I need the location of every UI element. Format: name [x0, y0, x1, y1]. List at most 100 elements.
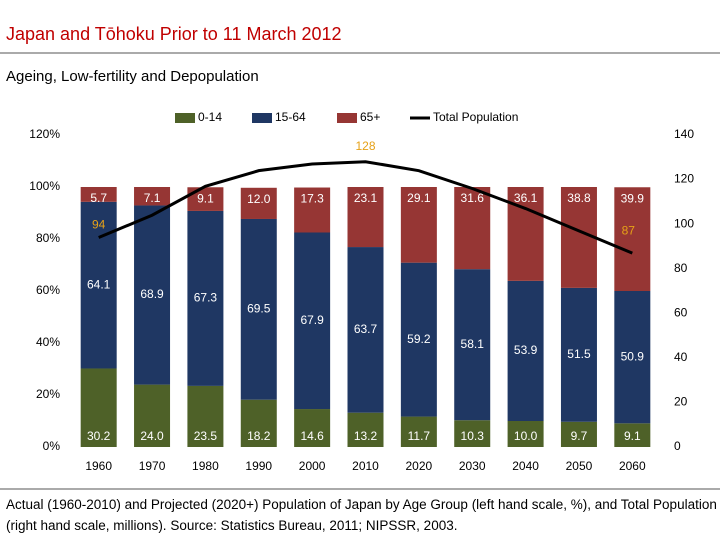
bar-segment	[454, 269, 491, 421]
data-label: 38.8	[567, 191, 591, 205]
data-label: 23.1	[354, 191, 378, 205]
legend-label: 15-64	[275, 110, 306, 124]
data-label: 11.7	[408, 429, 431, 443]
bar-segment	[560, 287, 597, 422]
bar-segment	[240, 218, 277, 400]
data-label: 69.5	[247, 302, 271, 316]
y-tick-label: 100%	[29, 179, 60, 193]
x-tick-label: 1960	[85, 459, 112, 473]
x-tick-label: 2030	[459, 459, 486, 473]
bar-segment	[614, 187, 651, 291]
data-label: 14.6	[300, 429, 324, 443]
x-tick-label: 2010	[352, 459, 379, 473]
y2-tick-label: 0	[674, 439, 681, 453]
caption: Actual (1960-2010) and Projected (2020+)…	[6, 497, 717, 533]
bar-segment	[187, 187, 224, 211]
bar-segment	[187, 385, 224, 447]
x-tick-label: 2040	[512, 459, 539, 473]
bar-segment	[134, 384, 171, 447]
data-label: 18.2	[247, 429, 271, 443]
y-tick-label: 0%	[43, 439, 61, 453]
bar-segment	[347, 412, 384, 447]
bar-segment	[454, 187, 491, 270]
bar-segment	[294, 409, 331, 447]
y2-tick-label: 80	[674, 261, 688, 275]
bar-segment	[400, 262, 437, 417]
data-label: 64.1	[87, 277, 111, 291]
x-tick-label: 1970	[139, 459, 166, 473]
y2-tick-label: 120	[674, 172, 694, 186]
legend-swatch	[252, 113, 272, 123]
chart: Japan and Tōhoku Prior to 11 March 2012 …	[0, 24, 720, 490]
bar-segment	[80, 187, 117, 202]
bar-segment	[614, 291, 651, 424]
y-tick-label: 60%	[36, 283, 60, 297]
data-label: 39.9	[621, 191, 645, 205]
y-tick-label: 40%	[36, 335, 60, 349]
bar-segment	[614, 423, 651, 447]
data-label: 67.3	[194, 291, 218, 305]
bar-segment	[560, 421, 597, 447]
data-label: 7.1	[144, 191, 161, 205]
x-tick-label: 2000	[299, 459, 326, 473]
subtitle: Ageing, Low-fertility and Depopulation	[6, 68, 259, 85]
data-label: 24.0	[140, 429, 164, 443]
data-label: 36.1	[514, 191, 538, 205]
y2-tick-label: 60	[674, 305, 688, 319]
data-label: 31.6	[461, 191, 485, 205]
data-label: 10.0	[514, 429, 538, 443]
line-label: 94	[92, 218, 106, 232]
y-tick-label: 120%	[29, 127, 60, 141]
legend-label: 0-14	[198, 110, 222, 124]
data-label: 67.9	[300, 313, 324, 327]
bar-segment	[80, 201, 117, 369]
y2-tick-label: 20	[674, 395, 688, 409]
y2-tick-label: 140	[674, 127, 694, 141]
line-label: 128	[355, 139, 375, 153]
data-label: 10.3	[461, 429, 485, 443]
data-label: 59.2	[407, 332, 431, 346]
data-label: 17.3	[300, 192, 324, 206]
x-tick-label: 1990	[245, 459, 272, 473]
data-label: 9.1	[197, 191, 214, 205]
data-label: 51.5	[567, 347, 591, 361]
data-label: 12.0	[247, 192, 271, 206]
y-tick-label: 20%	[36, 387, 60, 401]
bar-segment	[294, 232, 331, 410]
line-label: 87	[622, 223, 636, 237]
y-tick-label: 80%	[36, 231, 60, 245]
data-label: 53.9	[514, 343, 538, 357]
data-label: 58.1	[461, 337, 485, 351]
bar-segment	[507, 421, 544, 447]
bar-segment	[347, 187, 384, 248]
bar-segment	[134, 205, 171, 385]
data-label: 30.2	[87, 429, 111, 443]
y2-tick-label: 40	[674, 350, 688, 364]
slide-title: Japan and Tōhoku Prior to 11 March 2012	[6, 24, 342, 44]
data-label: 9.1	[624, 429, 641, 443]
legend-swatch	[337, 113, 357, 123]
bar-segment	[507, 280, 544, 421]
x-tick-label: 2060	[619, 459, 646, 473]
bar-segment	[240, 399, 277, 447]
data-label: 68.9	[140, 287, 164, 301]
bar-segment	[187, 210, 224, 386]
bar-segment	[80, 368, 117, 447]
data-label: 50.9	[621, 349, 645, 363]
legend-label: Total Population	[433, 110, 518, 124]
data-label: 63.7	[354, 322, 378, 336]
bar-segment	[294, 187, 331, 233]
bar-segment	[134, 187, 171, 206]
bar-segment	[347, 247, 384, 413]
y2-tick-label: 100	[674, 216, 694, 230]
x-tick-label: 1980	[192, 459, 219, 473]
data-label: 5.7	[90, 191, 107, 205]
data-label: 13.2	[354, 429, 378, 443]
data-label: 29.1	[407, 191, 431, 205]
x-tick-label: 2050	[566, 459, 593, 473]
legend-label: 65+	[360, 110, 380, 124]
population-line	[98, 160, 633, 255]
data-label: 23.5	[194, 429, 218, 443]
bar-segment	[454, 420, 491, 447]
legend-swatch	[175, 113, 195, 123]
